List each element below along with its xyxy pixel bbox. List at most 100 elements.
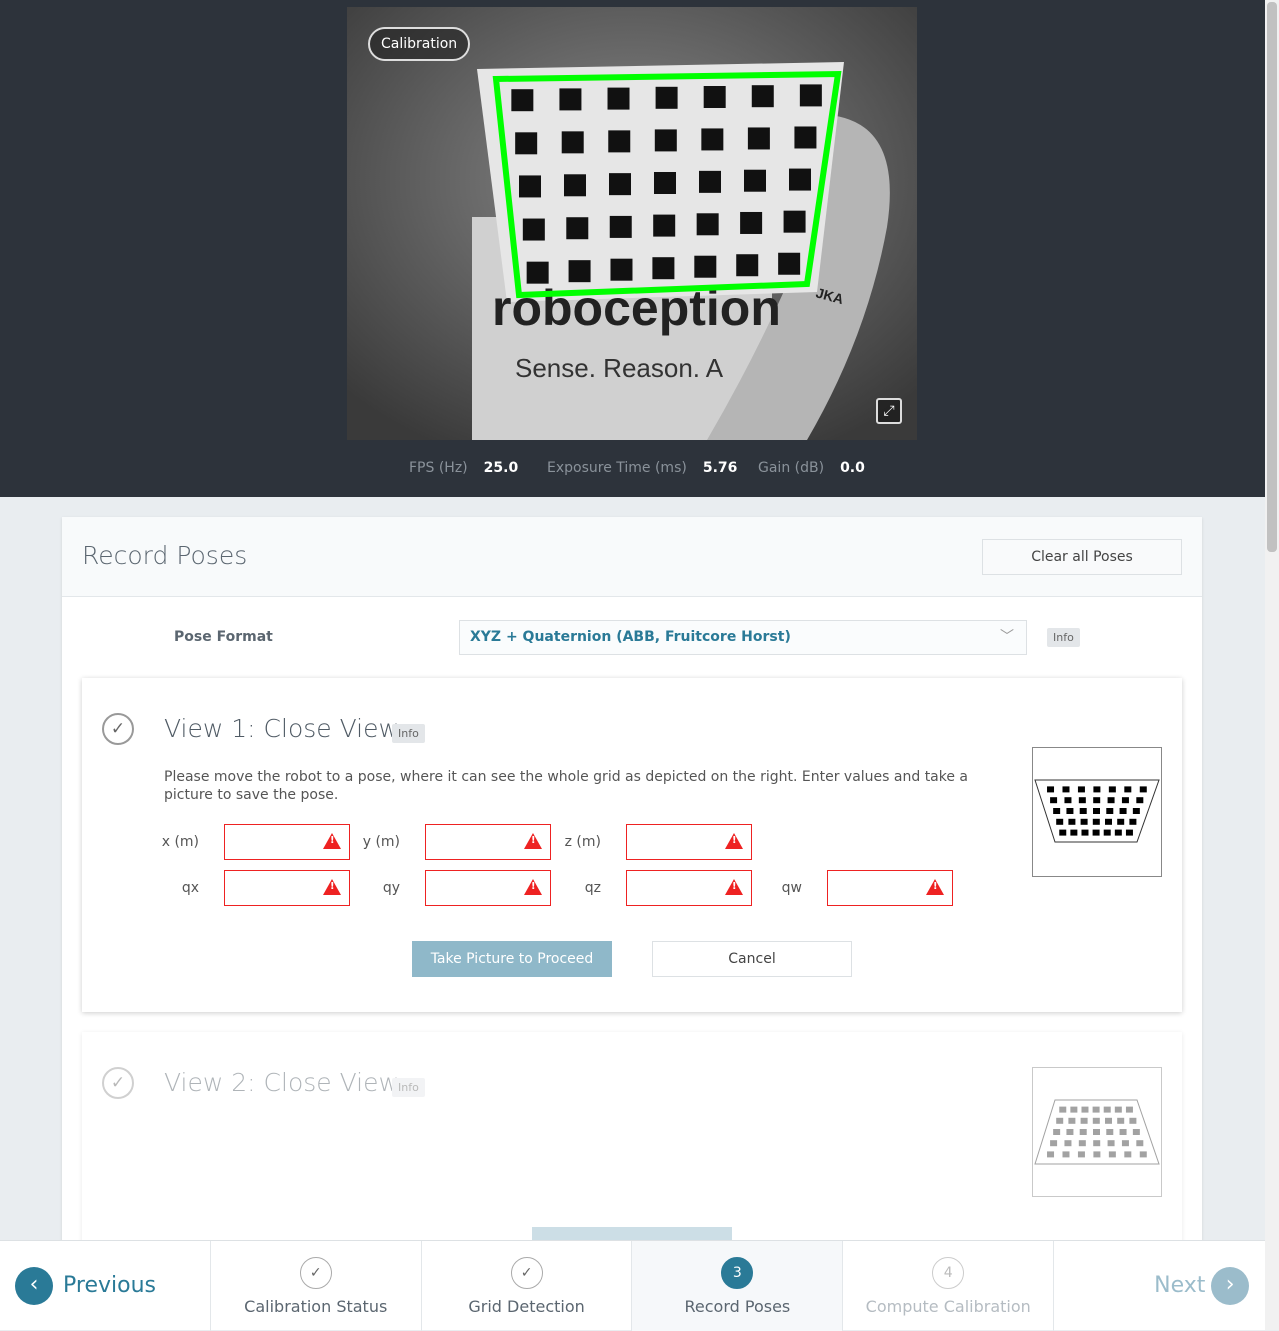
- check-icon: ✓: [510, 1257, 543, 1289]
- chevron-left-icon: ‹: [15, 1267, 53, 1305]
- pose-input[interactable]: !: [425, 870, 551, 906]
- warning-icon: !: [926, 879, 944, 895]
- take-picture-button[interactable]: Take Picture to Proceed: [412, 941, 612, 977]
- warning-icon: !: [524, 879, 542, 895]
- step-compute-calibration[interactable]: 4 Compute Calibration: [843, 1241, 1055, 1331]
- warning-icon: !: [323, 833, 341, 849]
- grid-square: [559, 88, 582, 111]
- grid-square: [1092, 1106, 1100, 1113]
- grid-square: [1092, 1117, 1100, 1124]
- grid-square: [1106, 808, 1114, 814]
- grid-square: [1047, 1151, 1055, 1158]
- grid-square: [1078, 1140, 1086, 1147]
- board-slogan-text: Sense. Reason. A: [515, 353, 724, 383]
- grid-square: [1108, 1151, 1116, 1158]
- grid-square: [1066, 1129, 1074, 1135]
- warning-icon: !: [323, 879, 341, 895]
- pose-format-select[interactable]: XYZ + Quaternion (ABB, Fruitcore Horst) ﹀: [459, 620, 1027, 655]
- grid-square: [744, 169, 766, 192]
- grid-square: [1093, 797, 1101, 804]
- pose-input[interactable]: !: [224, 824, 350, 860]
- gain-stat: Gain (dB) 0.0: [758, 460, 865, 476]
- grid-pose-diagram: [1032, 1067, 1162, 1197]
- grid-square: [736, 254, 759, 277]
- grid-square: [778, 252, 801, 275]
- expand-icon[interactable]: ⤢: [876, 398, 902, 424]
- grid-square: [1092, 818, 1100, 825]
- grid-square: [1059, 829, 1067, 836]
- previous-label: Previous: [63, 1273, 156, 1298]
- grid-square: [515, 132, 538, 155]
- grid-square: [1053, 808, 1061, 814]
- field-label: qx: [181, 880, 199, 896]
- step-calibration-status[interactable]: ✓ Calibration Status: [211, 1241, 422, 1331]
- clear-all-poses-button[interactable]: Clear all Poses: [982, 539, 1182, 575]
- grid-square: [564, 174, 586, 197]
- fps-stat: FPS (Hz) 25.0: [409, 460, 518, 476]
- grid-square: [1124, 786, 1132, 793]
- grid-square: [653, 214, 676, 237]
- grid-square: [1139, 1151, 1147, 1158]
- grid-square: [747, 127, 770, 150]
- pose-input[interactable]: !: [224, 870, 350, 906]
- scrollbar-thumb[interactable]: [1267, 2, 1277, 552]
- grid-square: [1050, 1140, 1058, 1147]
- record-poses-card: Record Poses Clear all Poses Pose Format…: [62, 517, 1202, 1292]
- pose-input[interactable]: !: [827, 870, 953, 906]
- grid-square: [652, 257, 675, 280]
- previous-button[interactable]: ‹ Previous: [0, 1241, 211, 1331]
- camera-image: roboception Sense. Reason. A JKA: [347, 7, 917, 440]
- card-header: Record Poses Clear all Poses: [62, 517, 1202, 597]
- next-button[interactable]: Next ›: [1054, 1241, 1265, 1331]
- field-label: y (m): [362, 834, 400, 850]
- grid-square: [1059, 1106, 1067, 1113]
- grid-square: [799, 84, 822, 107]
- chevron-down-icon: ﹀: [1000, 629, 1014, 645]
- grid-square: [1125, 1106, 1133, 1113]
- grid-square: [1079, 808, 1087, 814]
- step-label: Record Poses: [684, 1297, 791, 1316]
- grid-square: [1062, 1151, 1070, 1158]
- grid-square: [696, 213, 719, 236]
- chevron-right-icon: ›: [1211, 1267, 1250, 1305]
- grid-square: [1093, 808, 1100, 814]
- grid-square: [1125, 829, 1133, 836]
- pose-format-info-button[interactable]: Info: [1047, 628, 1080, 647]
- grid-square: [1081, 829, 1089, 836]
- pose-input[interactable]: !: [626, 870, 752, 906]
- view-1-info-button[interactable]: Info: [392, 724, 425, 743]
- grid-square: [1081, 1106, 1089, 1113]
- pose-input[interactable]: !: [425, 824, 551, 860]
- grid-square: [1129, 818, 1137, 825]
- step-grid-detection[interactable]: ✓ Grid Detection: [422, 1241, 633, 1331]
- grid-square: [1124, 1151, 1132, 1158]
- grid-square: [751, 85, 774, 108]
- grid-square: [1093, 1140, 1101, 1147]
- grid-square: [1114, 829, 1122, 836]
- grid-square: [1079, 1129, 1087, 1135]
- grid-square: [526, 261, 549, 284]
- grid-square: [1064, 797, 1072, 804]
- step-record-poses[interactable]: 3 Record Poses: [632, 1241, 844, 1331]
- grid-square: [1117, 1117, 1125, 1124]
- grid-square: [1108, 786, 1116, 793]
- view-2-info-button[interactable]: Info: [392, 1078, 425, 1097]
- check-icon: ✓: [299, 1257, 332, 1289]
- grid-square: [1077, 1151, 1085, 1158]
- calibration-badge: Calibration: [368, 27, 471, 61]
- grid-square: [1056, 818, 1064, 825]
- robot-label-text: JKA: [814, 284, 845, 307]
- gain-value: 0.0: [840, 460, 865, 476]
- pose-input[interactable]: !: [626, 824, 752, 860]
- grid-square: [607, 87, 630, 110]
- warning-icon: !: [725, 833, 743, 849]
- warning-icon: !: [524, 833, 542, 849]
- grid-square: [1132, 1129, 1140, 1135]
- pose-format-value: XYZ + Quaternion (ABB, Fruitcore Horst): [470, 629, 791, 645]
- view-1-panel: ✓ View 1: Close View Info Please move th…: [82, 678, 1182, 1012]
- grid-square: [1117, 818, 1125, 825]
- field-label: z (m): [564, 834, 601, 850]
- cancel-button[interactable]: Cancel: [652, 941, 852, 977]
- grid-square: [609, 215, 632, 238]
- grid-square: [608, 130, 631, 153]
